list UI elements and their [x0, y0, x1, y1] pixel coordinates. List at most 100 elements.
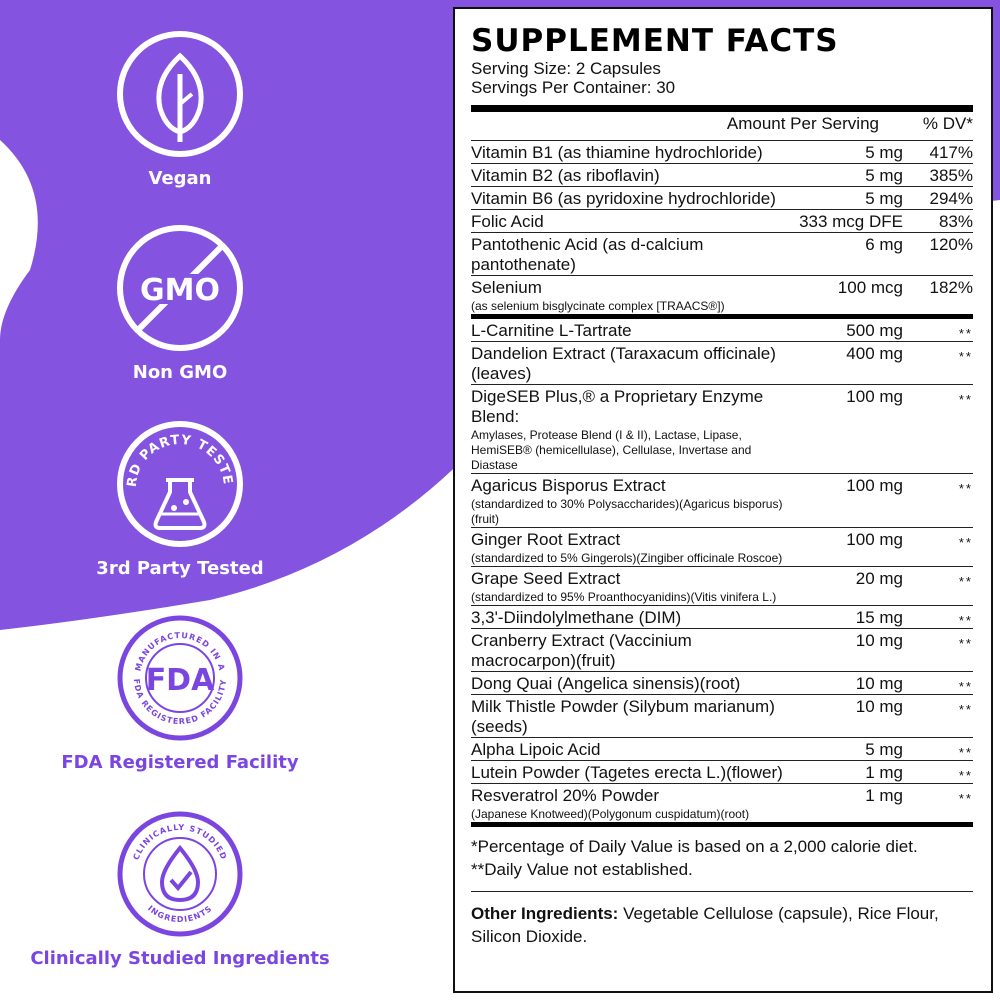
row-amount: 6 mg — [865, 235, 903, 254]
row-dv: 417% — [929, 143, 973, 162]
row-dv: ** — [958, 392, 973, 407]
row-name: Pantothenic Acid (as d-calcium pantothen… — [471, 233, 783, 275]
row-dv: ** — [958, 481, 973, 496]
row-name: Vitamin B2 (as riboflavin) — [471, 164, 783, 186]
row-amount: 10 mg — [855, 674, 903, 693]
badge-fda-registered: FDA MANUFACTURED IN A FDA REGISTERED FAC… — [0, 612, 360, 773]
row-sub-text: Amylases, Protease Blend (I & II), Lacta… — [471, 428, 752, 472]
row-amount: 100 mg — [846, 387, 903, 406]
row-sub-text: (standardized to 5% Gingerols)(Zingiber … — [471, 551, 783, 565]
row-name-text: Dandelion Extract (Taraxacum officinale)… — [471, 344, 776, 383]
vitamin-row: Selenium (as selenium bisglycinate comple… — [471, 276, 973, 314]
row-name-text: Milk Thistle Powder (Silybum marianum)(s… — [471, 697, 775, 736]
ingredient-rows: L-Carnitine L-Tartrate 500 mg ** Dandelion … — [471, 319, 973, 822]
row-name: Dandelion Extract (Taraxacum officinale)… — [471, 342, 783, 384]
row-name: Vitamin B1 (as thiamine hydrochloride) — [471, 141, 783, 163]
footnote-not-established: **Daily Value not established. — [471, 860, 693, 879]
thick-divider — [471, 105, 973, 112]
row-name-text: Vitamin B6 (as pyridoxine hydrochloride) — [471, 189, 776, 208]
row-dv: ** — [958, 768, 973, 783]
badge-label-clinical: Clinically Studied Ingredients — [30, 948, 330, 969]
row-name: Folic Acid — [471, 210, 783, 232]
row-name: L-Carnitine L-Tartrate — [471, 319, 783, 341]
vitamin-row: Pantothenic Acid (as d-calcium pantothen… — [471, 233, 973, 276]
row-dv: ** — [958, 636, 973, 651]
row-name: 3,3'-Diindolylmethane (DIM) — [471, 606, 783, 628]
leaf-icon — [117, 31, 243, 157]
ingredient-row: Dandelion Extract (Taraxacum officinale)… — [471, 342, 973, 385]
row-dv: ** — [958, 535, 973, 550]
row-dv: 120% — [929, 235, 973, 254]
row-dv: ** — [958, 702, 973, 717]
row-amount: 100 mg — [846, 530, 903, 549]
row-sub-text: (standardized to 95% Proanthocyanidins)(… — [471, 590, 777, 604]
other-ingredients-text: Vegetable Cellulose (capsule), Rice Flou… — [471, 904, 939, 946]
footnote-dv: *Percentage of Daily Value is based on a… — [471, 837, 918, 856]
footnotes: *Percentage of Daily Value is based on a… — [471, 827, 973, 881]
row-name-text: Selenium — [471, 278, 542, 297]
other-ingredients: Other Ingredients: Vegetable Cellulose (… — [471, 892, 973, 948]
row-name: Grape Seed Extract (standardized to 95% P… — [471, 567, 783, 605]
footnote-divider — [471, 891, 973, 892]
row-amount: 100 mg — [846, 476, 903, 495]
row-name-text: Pantothenic Acid (as d-calcium pantothen… — [471, 235, 704, 274]
facts-header-row: . Amount Per Serving % DV* — [471, 112, 973, 141]
white-notch — [0, 140, 38, 340]
badge-3rd-party-tested: 3RD PARTY TESTED 3rd Party Tested — [0, 418, 360, 579]
ingredient-row: Alpha Lipoic Acid 5 mg ** — [471, 738, 973, 761]
row-dv: ** — [958, 574, 973, 589]
row-name: DigeSEB Plus,® a Proprietary Enzyme Blen… — [471, 385, 783, 473]
row-name-text: Alpha Lipoic Acid — [471, 740, 601, 759]
row-sub-text: (standardized to 30% Polysaccharides)(Ag… — [471, 497, 783, 526]
row-name-text: Dong Quai (Angelica sinensis)(root) — [471, 674, 741, 693]
bottom-divider — [471, 822, 973, 827]
gmo-icon-text: GMO — [140, 273, 220, 308]
row-amount: 400 mg — [846, 344, 903, 363]
row-amount: 20 mg — [855, 569, 903, 588]
row-name-text: Agaricus Bisporus Extract — [471, 476, 666, 495]
ingredient-row: Ginger Root Extract (standardized to 5% G… — [471, 528, 973, 567]
ingredient-row: L-Carnitine L-Tartrate 500 mg ** — [471, 319, 973, 342]
ingredient-row: Grape Seed Extract (standardized to 95% P… — [471, 567, 973, 606]
fda-seal-icon: FDA MANUFACTURED IN A FDA REGISTERED FAC… — [117, 615, 243, 741]
row-name-text: Folic Acid — [471, 212, 544, 231]
ingredient-row: Lutein Powder (Tagetes erecta L.)(flower… — [471, 761, 973, 784]
facts-title: SUPPLEMENT FACTS — [471, 23, 839, 59]
row-amount: 100 mcg — [837, 278, 903, 297]
row-name: Cranberry Extract (Vaccinium macrocarpon… — [471, 629, 783, 671]
row-name: Ginger Root Extract (standardized to 5% G… — [471, 528, 783, 566]
row-dv: ** — [958, 613, 973, 628]
row-name-text: Grape Seed Extract — [471, 569, 621, 588]
row-dv: 182% — [929, 278, 973, 297]
badge-non-gmo: GMO Non GMO — [0, 222, 360, 383]
ingredient-row: Cranberry Extract (Vaccinium macrocarpon… — [471, 629, 973, 672]
no-gmo-icon: GMO — [117, 225, 243, 351]
vitamin-row: Vitamin B6 (as pyridoxine hydrochloride)… — [471, 187, 973, 210]
row-name-text: Cranberry Extract (Vaccinium macrocarpon… — [471, 631, 692, 670]
row-amount: 5 mg — [865, 189, 903, 208]
vitamin-rows: Vitamin B1 (as thiamine hydrochloride) 5 … — [471, 141, 973, 314]
vitamin-row: Vitamin B2 (as riboflavin) 5 mg 385% — [471, 164, 973, 187]
dv-header: % DV* — [922, 114, 973, 133]
svg-text:INGREDIENTS: INGREDIENTS — [146, 904, 214, 924]
row-name: Lutein Powder (Tagetes erecta L.)(flower… — [471, 761, 783, 783]
fda-icon-text: FDA — [146, 663, 215, 698]
row-name: Resveratrol 20% Powder (Japanese Knotweed… — [471, 784, 783, 822]
vitamin-row: Folic Acid 333 mcg DFE 83% — [471, 210, 973, 233]
badge-label-vegan: Vegan — [148, 168, 212, 189]
row-sub-text: (as selenium bisglycinate complex [TRAAC… — [471, 299, 725, 313]
row-name-text: Lutein Powder (Tagetes erecta L.)(flower… — [471, 763, 783, 782]
badge-vegan: Vegan — [0, 28, 360, 189]
ingredient-row: Agaricus Bisporus Extract (standardized t… — [471, 474, 973, 528]
row-dv: 385% — [929, 166, 973, 185]
row-dv: ** — [958, 679, 973, 694]
row-name: Alpha Lipoic Acid — [471, 738, 783, 760]
droplet-check-icon: CLINICALLY STUDIED INGREDIENTS — [117, 811, 243, 937]
row-amount: 1 mg — [865, 763, 903, 782]
servings-per-container: Servings Per Container: 30 — [471, 78, 676, 97]
row-amount: 5 mg — [865, 740, 903, 759]
other-ingredients-label: Other Ingredients: — [471, 904, 619, 923]
ingredient-row: 3,3'-Diindolylmethane (DIM) 15 mg ** — [471, 606, 973, 629]
flask-icon: 3RD PARTY TESTED — [114, 418, 243, 547]
supplement-facts-panel: SUPPLEMENT FACTS Serving Size: 2 Capsule… — [453, 7, 993, 993]
